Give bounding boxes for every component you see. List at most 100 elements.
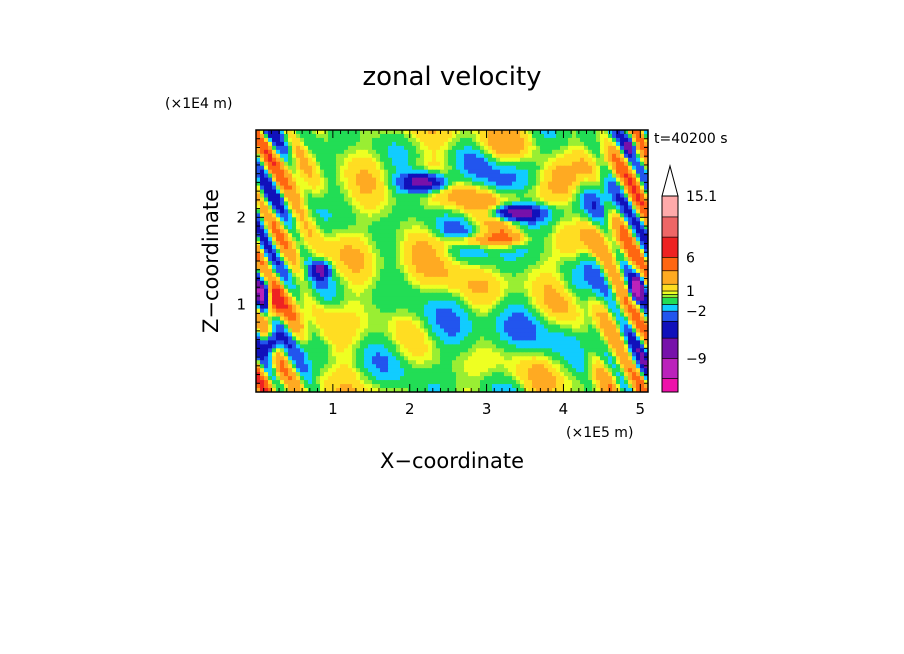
heatmap-cell bbox=[612, 229, 617, 234]
heatmap-cell bbox=[472, 280, 477, 286]
heatmap-cell bbox=[584, 185, 589, 191]
heatmap-cell bbox=[412, 284, 417, 290]
heatmap-cell bbox=[332, 296, 337, 302]
heatmap-cell bbox=[544, 268, 549, 274]
heatmap-cell bbox=[320, 233, 325, 238]
heatmap-cell bbox=[404, 249, 409, 254]
heatmap-cell bbox=[364, 189, 369, 195]
heatmap-cell bbox=[376, 173, 381, 179]
heatmap-cell bbox=[536, 205, 541, 210]
heatmap-cell bbox=[628, 157, 633, 163]
heatmap-cell bbox=[356, 197, 361, 203]
heatmap-cell bbox=[604, 185, 609, 191]
heatmap-cell bbox=[544, 153, 549, 159]
heatmap-cell bbox=[364, 157, 369, 163]
heatmap-cell bbox=[336, 249, 341, 254]
heatmap-cell bbox=[552, 264, 557, 270]
heatmap-cell bbox=[560, 320, 565, 326]
heatmap-cell bbox=[328, 185, 333, 191]
heatmap-cell bbox=[344, 197, 349, 203]
heatmap-cell bbox=[632, 189, 637, 195]
heatmap-cell bbox=[352, 217, 357, 222]
heatmap-cell bbox=[604, 177, 609, 183]
heatmap-cell bbox=[296, 221, 301, 226]
heatmap-cell bbox=[640, 241, 645, 246]
heatmap-cell bbox=[276, 133, 281, 139]
heatmap-cell bbox=[368, 288, 373, 294]
heatmap-cell bbox=[628, 177, 633, 183]
heatmap-cell bbox=[492, 284, 497, 290]
heatmap-cell bbox=[588, 161, 593, 167]
heatmap-cell bbox=[320, 324, 325, 330]
heatmap-cell bbox=[404, 157, 409, 163]
heatmap-cell bbox=[436, 181, 441, 187]
heatmap-cell bbox=[636, 181, 641, 187]
heatmap-cell bbox=[280, 245, 285, 250]
heatmap-cell bbox=[368, 245, 373, 250]
heatmap-cell bbox=[272, 169, 277, 175]
heatmap-cell bbox=[592, 165, 597, 171]
heatmap-cell bbox=[416, 233, 421, 238]
heatmap-cell bbox=[512, 161, 517, 167]
heatmap-cell bbox=[380, 197, 385, 203]
heatmap-cell bbox=[512, 225, 517, 230]
heatmap-cell bbox=[256, 253, 261, 258]
heatmap-cell bbox=[552, 189, 557, 195]
heatmap-cell bbox=[492, 205, 497, 210]
heatmap-cell bbox=[488, 193, 493, 199]
heatmap-cell bbox=[256, 157, 261, 163]
heatmap-cell bbox=[448, 229, 453, 234]
heatmap-cell bbox=[276, 249, 281, 254]
heatmap-cell bbox=[560, 328, 565, 334]
heatmap-cell bbox=[300, 149, 305, 155]
heatmap-cell bbox=[512, 296, 517, 302]
heatmap-cell bbox=[548, 237, 553, 242]
heatmap-cell bbox=[608, 193, 613, 199]
heatmap-cell bbox=[264, 229, 269, 234]
heatmap-cell bbox=[504, 304, 509, 310]
heatmap-cell bbox=[364, 304, 369, 310]
heatmap-cell bbox=[260, 312, 265, 318]
heatmap-cell bbox=[352, 145, 357, 151]
heatmap-cell bbox=[416, 137, 421, 143]
heatmap-cell bbox=[488, 304, 493, 310]
heatmap-cell bbox=[444, 177, 449, 183]
heatmap-cell bbox=[468, 137, 473, 143]
heatmap-cell bbox=[488, 320, 493, 326]
heatmap-cell bbox=[520, 225, 525, 230]
heatmap-cell bbox=[344, 304, 349, 310]
heatmap-cell bbox=[584, 261, 589, 266]
heatmap-cell bbox=[500, 185, 505, 191]
heatmap-cell bbox=[368, 312, 373, 318]
heatmap-cell bbox=[596, 328, 601, 334]
heatmap-cell bbox=[500, 133, 505, 139]
heatmap-cell bbox=[456, 181, 461, 187]
heatmap-cell bbox=[556, 253, 561, 258]
heatmap-cell bbox=[396, 292, 401, 298]
heatmap-cell bbox=[604, 201, 609, 207]
heatmap-cell bbox=[256, 145, 261, 151]
heatmap-cell bbox=[380, 185, 385, 191]
heatmap-cell bbox=[636, 209, 641, 214]
heatmap-cell bbox=[504, 177, 509, 183]
heatmap-cell bbox=[512, 165, 517, 171]
heatmap-cell bbox=[336, 145, 341, 151]
heatmap-cell bbox=[612, 205, 617, 210]
heatmap-cell bbox=[328, 253, 333, 258]
heatmap-cell bbox=[588, 304, 593, 310]
heatmap-cell bbox=[568, 133, 573, 139]
heatmap-cell bbox=[300, 165, 305, 171]
heatmap-cell bbox=[536, 264, 541, 270]
heatmap-cell bbox=[528, 201, 533, 207]
heatmap-cell bbox=[400, 173, 405, 179]
heatmap-cell bbox=[424, 304, 429, 310]
heatmap-cell bbox=[392, 173, 397, 179]
heatmap-cell bbox=[308, 141, 313, 147]
heatmap-cell bbox=[476, 304, 481, 310]
heatmap-cell bbox=[580, 149, 585, 155]
heatmap-cell bbox=[484, 245, 489, 250]
heatmap-cell bbox=[632, 316, 637, 322]
heatmap-cell bbox=[324, 149, 329, 155]
heatmap-cell bbox=[588, 145, 593, 151]
heatmap-cell bbox=[392, 245, 397, 250]
